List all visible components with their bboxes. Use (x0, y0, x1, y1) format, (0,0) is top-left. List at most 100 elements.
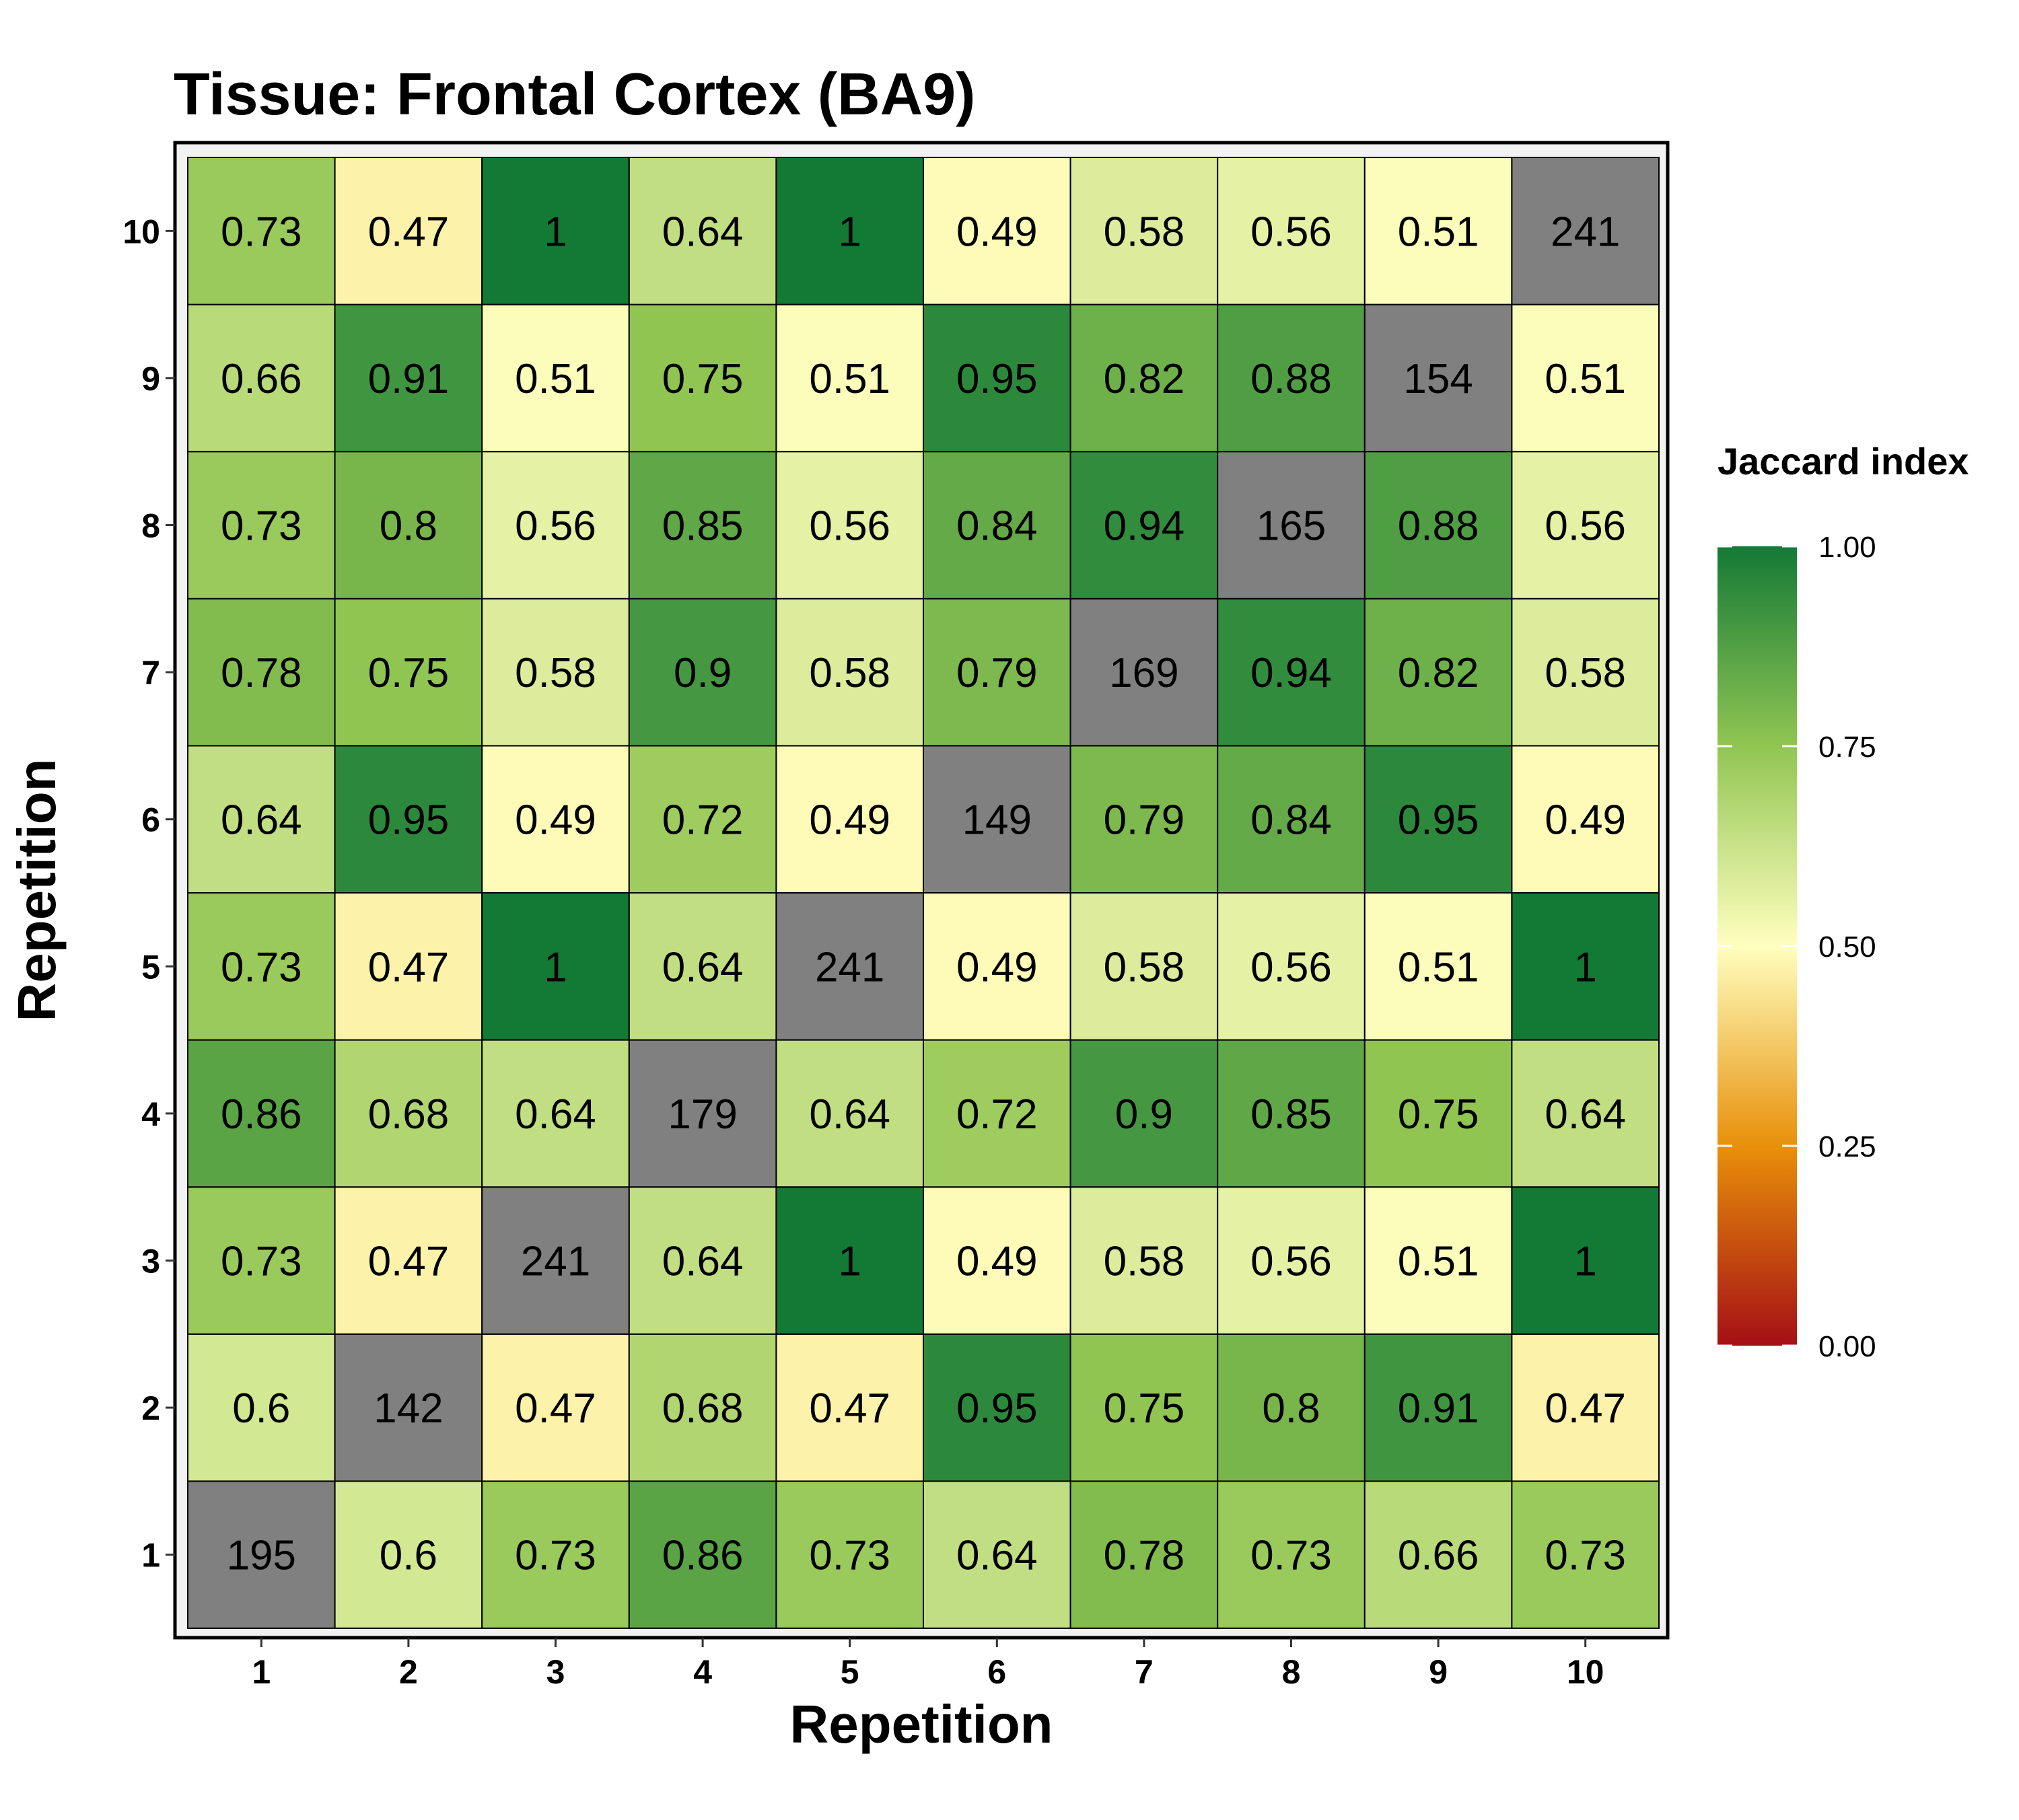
y-tick-label: 2 (141, 1389, 160, 1427)
cell-label: 0.73 (221, 1239, 302, 1285)
heatmap-cell (775, 1333, 925, 1482)
cell-label: 0.47 (368, 944, 450, 990)
heatmap-cell (1069, 892, 1219, 1041)
cell-label: 0.9 (1115, 1091, 1173, 1138)
heatmap-cell (481, 157, 630, 305)
heatmap-cell (1069, 745, 1219, 894)
heatmap-cell (775, 303, 925, 453)
cell-label: 0.95 (956, 356, 1038, 402)
cell-label: 179 (668, 1091, 737, 1138)
x-tick-label: 7 (1135, 1653, 1154, 1691)
y-tick-label: 6 (141, 801, 160, 839)
heatmap-cell (1363, 745, 1513, 894)
heatmap-cell (923, 597, 1071, 747)
heatmap-cell (481, 745, 630, 894)
heatmap-cell (334, 597, 483, 747)
heatmap-cell (187, 1186, 336, 1335)
cell-label: 0.6 (380, 1533, 437, 1579)
cell-label: 0.84 (1250, 797, 1332, 844)
heatmap-cell (1217, 157, 1366, 305)
y-tick-label: 10 (122, 213, 160, 250)
y-axis-title: Repetition (7, 758, 67, 1021)
cell-label: 1 (838, 209, 861, 255)
heatmap-cell (1217, 892, 1366, 1041)
heatmap-cell (1069, 1480, 1219, 1629)
heatmap-cell (1069, 597, 1219, 747)
heatmap-cell (1511, 745, 1660, 894)
heatmap-cell (775, 597, 925, 747)
heatmap-cell (334, 451, 483, 599)
cell-label: 0.49 (956, 209, 1038, 255)
heatmap-cell (187, 303, 336, 453)
cell-label: 0.56 (1250, 1239, 1332, 1285)
heatmap-cell (1511, 597, 1660, 747)
heatmap-cell (1511, 1480, 1660, 1629)
y-tick-label: 3 (141, 1243, 160, 1280)
cell-label: 1 (1573, 1239, 1596, 1285)
cell-label: 0.73 (1250, 1533, 1332, 1579)
heatmap-cell (923, 157, 1071, 305)
heatmap-cell (334, 157, 483, 305)
cell-label: 0.56 (1250, 209, 1332, 255)
heatmap-cell (481, 892, 630, 1041)
cell-label: 0.64 (956, 1533, 1038, 1579)
heatmap-cell (1363, 451, 1513, 599)
cell-label: 241 (1551, 209, 1620, 255)
cell-label: 0.82 (1104, 356, 1185, 402)
x-tick-label: 4 (693, 1653, 712, 1691)
cell-label: 0.56 (1250, 944, 1332, 990)
cell-label: 0.6 (232, 1385, 290, 1432)
cell-label: 0.72 (956, 1091, 1038, 1138)
heatmap-cell (923, 1186, 1071, 1335)
heatmap-cell (187, 1333, 336, 1482)
cell-label: 0.47 (809, 1385, 890, 1432)
legend-tick-label: 0.00 (1818, 1330, 1876, 1363)
heatmap-cell (334, 303, 483, 453)
cell-label: 0.9 (674, 650, 732, 696)
cell-label: 0.95 (1398, 797, 1479, 844)
cell-label: 0.86 (221, 1091, 302, 1138)
heatmap-cell (187, 892, 336, 1041)
y-tick-label: 4 (141, 1095, 160, 1133)
cell-label: 0.56 (1545, 503, 1626, 550)
cell-label: 0.88 (1250, 356, 1332, 402)
heatmap-cell (481, 451, 630, 599)
cell-label: 0.72 (662, 797, 744, 844)
heatmap-cell (628, 1039, 777, 1188)
cell-label: 0.64 (662, 209, 744, 255)
cell-label: 0.73 (221, 503, 302, 550)
heatmap-cell (628, 303, 777, 453)
cell-label: 0.47 (1545, 1385, 1626, 1432)
cell-label: 1 (544, 209, 567, 255)
cell-label: 0.64 (515, 1091, 596, 1138)
heatmap-cell (187, 1039, 336, 1188)
cell-label: 1 (544, 944, 567, 990)
heatmap-cell (628, 451, 777, 599)
heatmap-cell (1217, 1480, 1366, 1629)
cell-label: 154 (1403, 356, 1473, 402)
cell-label: 0.64 (1545, 1091, 1626, 1138)
cell-label: 0.51 (1398, 1239, 1479, 1285)
x-tick-label: 6 (987, 1653, 1006, 1691)
cell-label: 241 (815, 944, 884, 990)
cell-label: 169 (1109, 650, 1178, 696)
cell-label: 0.75 (1104, 1385, 1185, 1432)
x-tick-label: 9 (1429, 1653, 1448, 1691)
x-tick-label: 10 (1567, 1653, 1604, 1691)
cell-label: 195 (227, 1533, 296, 1579)
heatmap-cell (628, 1186, 777, 1335)
heatmap-cell (775, 451, 925, 599)
y-tick-label: 9 (141, 360, 160, 398)
heatmap-cell (481, 1039, 630, 1188)
legend-title: Jaccard index (1717, 440, 1969, 482)
heatmap-cell (775, 1039, 925, 1188)
heatmap-cell (481, 1186, 630, 1335)
cell-label: 0.58 (1545, 650, 1626, 696)
cell-label: 0.64 (662, 944, 744, 990)
cell-label: 0.91 (1398, 1385, 1479, 1432)
cell-label: 0.49 (809, 797, 890, 844)
x-tick-label: 1 (252, 1653, 271, 1691)
cell-label: 0.75 (368, 650, 450, 696)
heatmap-cell (1363, 1333, 1513, 1482)
heatmap-cell (1511, 451, 1660, 599)
